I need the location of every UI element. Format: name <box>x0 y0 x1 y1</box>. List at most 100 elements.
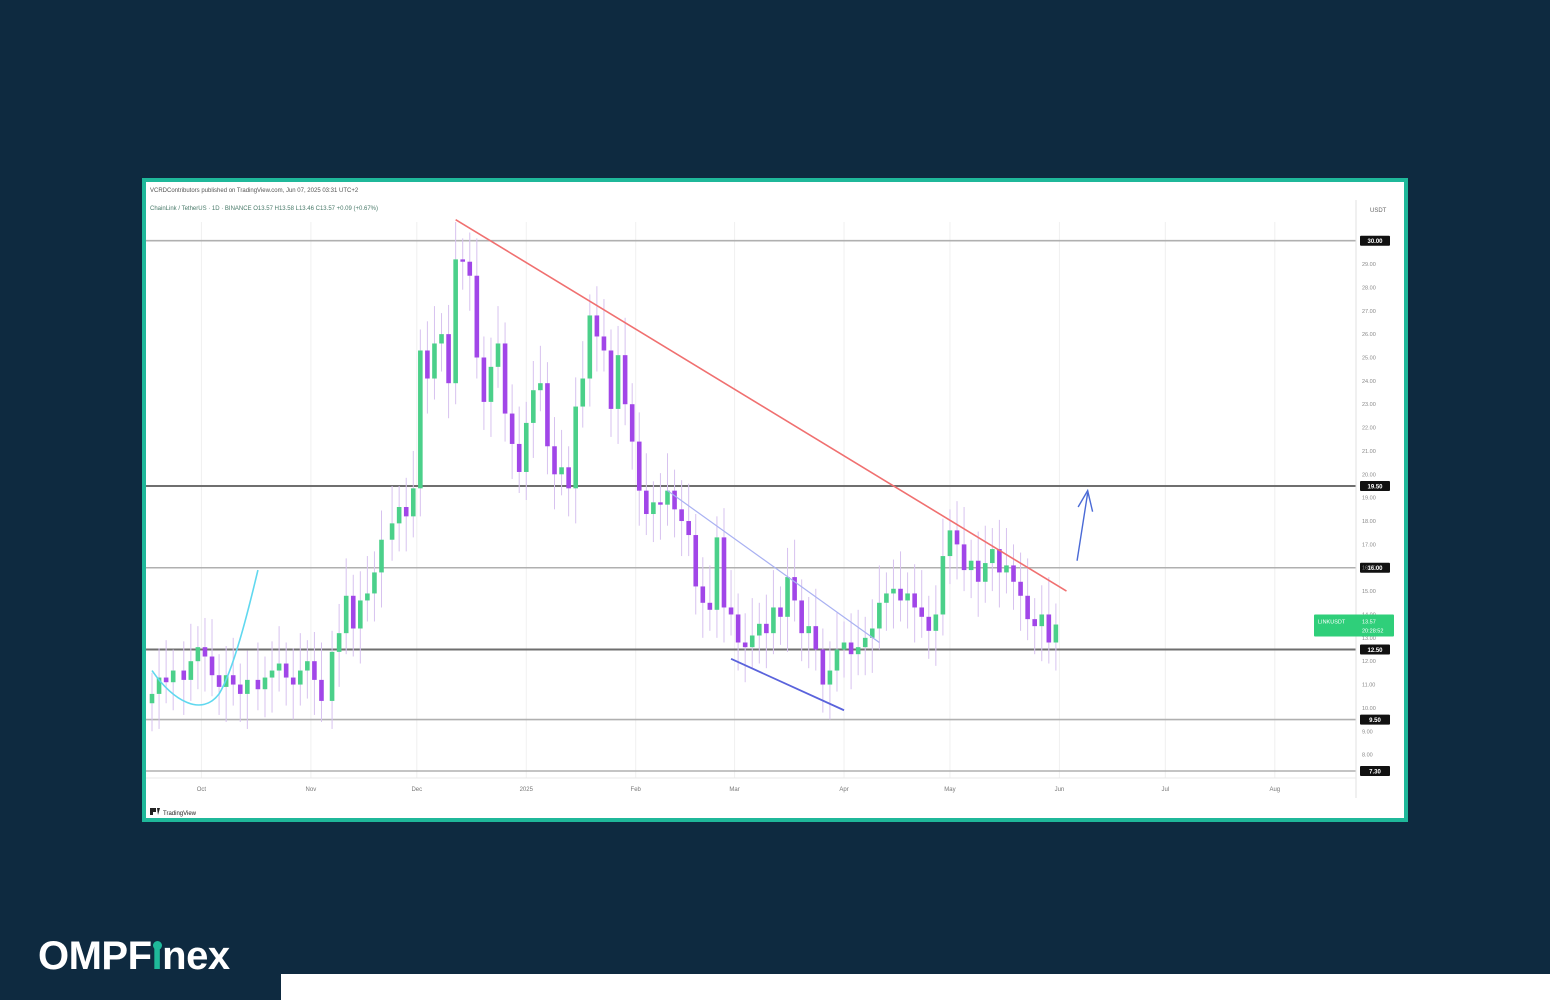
candle-body <box>343 595 349 634</box>
x-axis-label: Oct <box>197 787 207 793</box>
candle-body <box>545 383 550 447</box>
candle-body <box>975 560 981 582</box>
level-badge-label: 16.00 <box>1367 566 1383 572</box>
candle-body <box>216 675 222 687</box>
candle-body <box>926 616 932 631</box>
candle-body <box>453 259 458 384</box>
price-chart: 30.00 19.50 16.00 12.50 9.50 7.30 29.00 28.00 2… <box>146 188 1394 817</box>
candle-body <box>230 675 236 685</box>
y-tick-label: 23.00 <box>1362 402 1376 408</box>
candle-body <box>841 642 847 650</box>
candle-body <box>425 350 430 379</box>
x-axis-label: Mar <box>729 787 739 793</box>
candle-body <box>735 614 741 643</box>
resistance-trendline <box>455 218 1067 592</box>
candle-body <box>594 315 600 337</box>
y-tick-label: 29.00 <box>1362 262 1376 268</box>
candle-body <box>785 577 790 617</box>
y-tick-label: 11.00 <box>1362 683 1375 689</box>
candle-body <box>495 343 501 367</box>
candle-body <box>516 443 522 472</box>
level-badge <box>1360 644 1390 655</box>
breakout-arrow-head-icon <box>1077 488 1094 512</box>
current-price-badge <box>1314 614 1394 637</box>
candle-body <box>707 602 713 610</box>
candle-body <box>336 633 342 652</box>
candle-body <box>1025 595 1030 620</box>
tradingview-brand: TradingView <box>150 808 197 817</box>
candle-body <box>283 663 289 678</box>
candle-body <box>149 693 155 704</box>
candle-body <box>997 549 1002 573</box>
y-tick-label: 26.00 <box>1362 332 1376 338</box>
logo-i-dot-icon <box>152 941 162 950</box>
footer-strip <box>281 974 1550 1000</box>
candle-body <box>884 593 889 603</box>
candle-body <box>552 446 557 475</box>
level-badge-label: 9.50 <box>1369 718 1381 724</box>
y-tick-label: 9.00 <box>1362 729 1373 735</box>
candle-body <box>728 607 734 615</box>
candle-body <box>905 593 910 601</box>
level-badge <box>1360 480 1390 491</box>
candle-body <box>651 502 656 515</box>
candle-body <box>460 259 466 262</box>
candle-body <box>644 490 649 515</box>
y-tick-label: 25.00 <box>1362 355 1376 361</box>
candle-body <box>820 649 826 685</box>
y-tick-label: 16.00 <box>1362 566 1376 572</box>
candle-body <box>1039 614 1045 627</box>
candle-body <box>622 355 628 405</box>
candle-body <box>372 572 377 594</box>
candle-body <box>806 626 812 634</box>
candle-body <box>467 261 473 276</box>
y-tick-label: 28.00 <box>1362 285 1376 291</box>
y-tick-label: 15.00 <box>1362 589 1376 595</box>
logo-i: ı <box>152 934 163 979</box>
candle-body <box>968 560 974 571</box>
candle-body <box>202 647 208 657</box>
y-tick-label: 10.00 <box>1362 706 1376 712</box>
candle-body <box>778 607 783 617</box>
candle-body <box>608 350 614 409</box>
candle-body <box>898 588 903 601</box>
candle-body <box>319 679 324 701</box>
candle-body <box>262 677 268 690</box>
y-tick-label: 27.00 <box>1362 309 1376 315</box>
candle-body <box>834 649 840 671</box>
candle-body <box>912 593 917 608</box>
candle-body <box>350 595 356 629</box>
ompfinex-logo: OMPF ı nex <box>38 934 230 984</box>
candle-body <box>396 507 402 524</box>
channel-upper-line <box>667 490 880 643</box>
candle-body <box>961 544 967 571</box>
candle-body <box>1053 624 1059 643</box>
tradingview-logo-icon <box>150 808 160 815</box>
candle-body <box>940 556 946 615</box>
candle-body <box>538 383 543 391</box>
candle-body <box>358 600 363 629</box>
level-badge-label: 19.50 <box>1367 484 1383 490</box>
x-axis-label: Dec <box>411 787 422 793</box>
candle-body <box>990 549 995 564</box>
candle-body <box>474 275 480 358</box>
candle-body <box>389 523 395 540</box>
candle-body <box>446 334 451 384</box>
breakout-arrow-icon <box>1076 492 1089 561</box>
candle-body <box>764 623 769 634</box>
candle-body <box>919 607 925 617</box>
current-symbol-label: LINKUSDT <box>1318 620 1346 626</box>
candle-body <box>195 647 201 662</box>
candle-body <box>799 600 804 634</box>
candle-body <box>329 651 335 701</box>
logo-text-end: nex <box>162 934 230 978</box>
current-time-label: 20:28:52 <box>1362 629 1383 635</box>
price-unit: USDT <box>1370 208 1387 214</box>
candle-body <box>679 509 684 522</box>
candle-body <box>636 441 642 491</box>
candle-body <box>188 661 194 680</box>
y-tick-label: 24.00 <box>1362 379 1376 385</box>
candle-body <box>587 315 593 379</box>
y-tick-label: 21.00 <box>1362 449 1376 455</box>
candle-body <box>615 355 621 409</box>
